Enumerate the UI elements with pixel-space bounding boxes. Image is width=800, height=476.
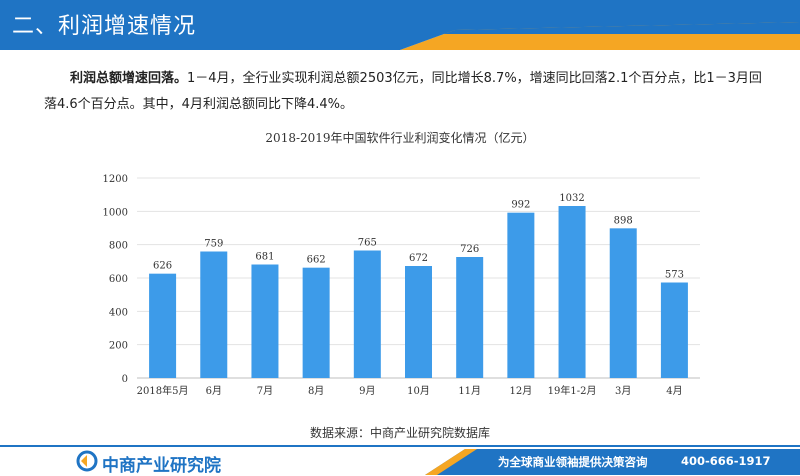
footer-phone: 400-666-1917 <box>681 454 771 468</box>
bar <box>609 228 637 378</box>
page-title: 二、利润增速情况 <box>12 14 197 39</box>
x-tick-label: 3月 <box>615 385 631 397</box>
data-label: 681 <box>255 252 274 263</box>
data-label: 726 <box>460 244 479 255</box>
bar <box>302 267 330 378</box>
bar <box>660 282 688 378</box>
data-label: 898 <box>614 215 633 226</box>
data-label: 992 <box>511 200 530 211</box>
data-label: 662 <box>307 255 326 266</box>
bar <box>200 251 228 378</box>
chart-title: 2018-2019年中国软件行业利润变化情况（亿元） <box>265 130 534 145</box>
summary-paragraph: 利润总额增速回落。1－4月，全行业实现利润总额2503亿元，同比增长8.7%，增… <box>44 66 764 118</box>
x-tick-label: 4月 <box>666 385 682 397</box>
bar <box>251 264 279 378</box>
bar <box>558 206 586 378</box>
x-tick-label: 11月 <box>458 385 481 397</box>
x-tick-label: 19年1-2月 <box>548 384 597 397</box>
y-tick-label: 1200 <box>103 174 128 185</box>
x-tick-label: 8月 <box>308 385 324 397</box>
data-label: 672 <box>409 253 428 264</box>
data-label: 1032 <box>559 193 584 204</box>
x-tick-label: 2018年5月 <box>137 384 189 397</box>
data-label: 765 <box>358 238 377 249</box>
y-tick-label: 600 <box>109 274 128 285</box>
bar <box>149 273 177 378</box>
footer-band <box>425 449 800 475</box>
footer-divider <box>0 445 800 447</box>
y-tick-label: 800 <box>109 241 128 252</box>
bar <box>405 266 432 378</box>
x-tick-label: 10月 <box>407 385 430 397</box>
x-tick-label: 7月 <box>257 385 273 397</box>
y-tick-label: 0 <box>122 374 128 385</box>
company-name: 中商产业研究院 <box>102 456 221 476</box>
data-label: 573 <box>665 270 684 281</box>
y-tick-label: 1000 <box>103 207 128 218</box>
x-tick-label: 9月 <box>359 385 375 397</box>
footer: 中商产业研究院 为全球商业领袖提供决策咨询 400-666-1917 <box>0 445 800 476</box>
header-banner: 二、利润增速情况 <box>0 0 800 50</box>
footer-band-shape <box>425 449 800 475</box>
y-tick-label: 400 <box>109 307 128 318</box>
summary-text: 1－4月，全行业实现利润总额2503亿元，同比增长8.7%，增速同比回落2.1个… <box>44 71 762 112</box>
bar <box>507 212 535 378</box>
data-source: 数据来源：中商产业研究院数据库 <box>309 426 490 440</box>
bar <box>456 257 484 378</box>
summary-lead: 利润总额增速回落。 <box>70 71 188 86</box>
profit-bar-chart: 2018-2019年中国软件行业利润变化情况（亿元） 0 200 400 600 800 1… <box>103 130 700 397</box>
data-label: 626 <box>153 261 172 272</box>
x-tick-label: 12月 <box>509 385 532 397</box>
bar <box>353 250 381 378</box>
company-logo-icon <box>76 450 98 472</box>
footer-slogan: 为全球商业领袖提供决策咨询 <box>498 455 648 469</box>
header-background <box>0 0 800 50</box>
y-tick-label: 200 <box>109 341 128 352</box>
x-tick-label: 6月 <box>206 385 222 397</box>
data-label: 759 <box>204 239 223 250</box>
